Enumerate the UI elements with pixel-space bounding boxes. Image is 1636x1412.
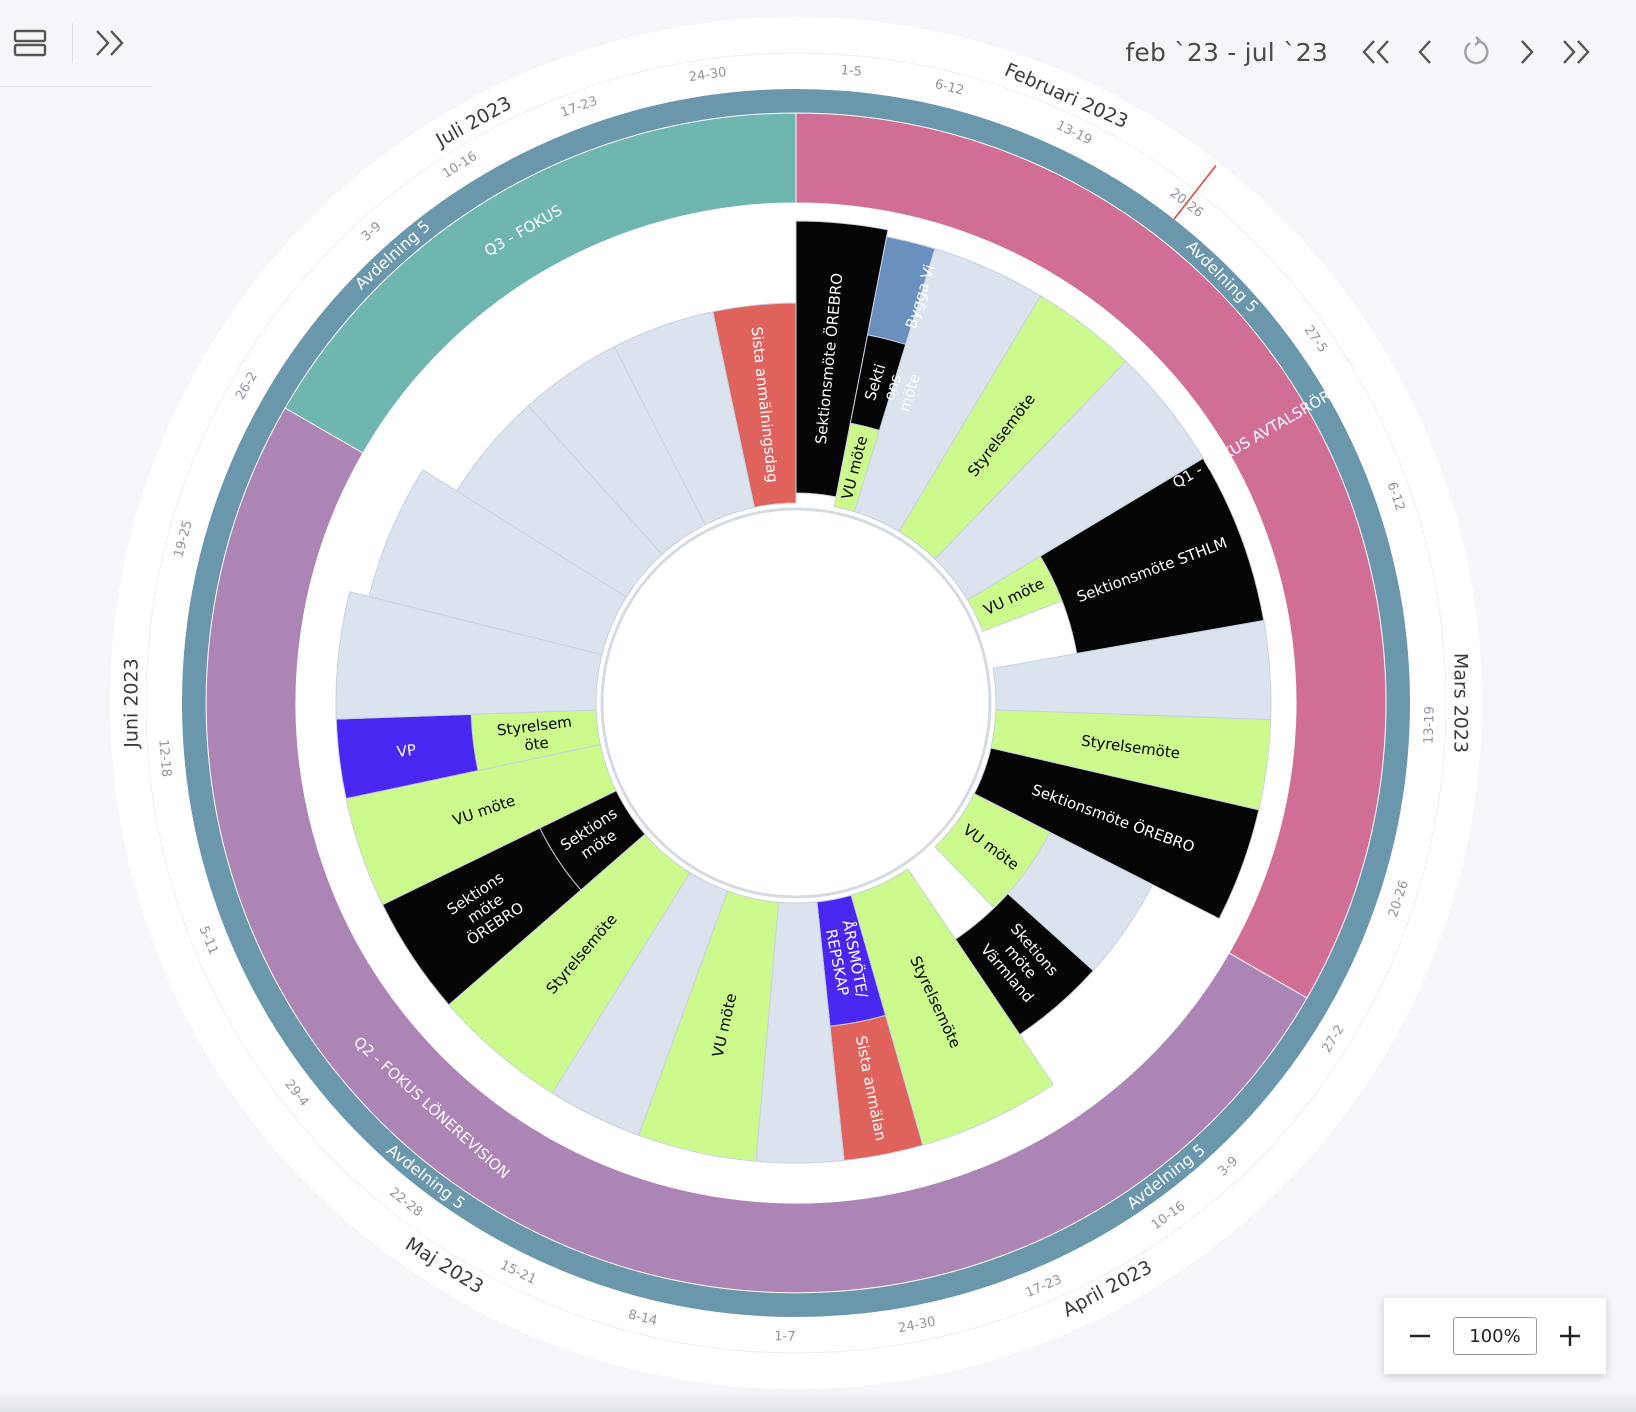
wheel-center	[600, 507, 992, 899]
reset-icon	[1464, 36, 1489, 65]
activity-block[interactable]	[795, 220, 889, 498]
previous-period-button[interactable]	[1404, 30, 1448, 74]
week-label: 1-7	[774, 1329, 795, 1344]
plus-icon	[1560, 1326, 1580, 1346]
zoom-out-button[interactable]	[1402, 1318, 1438, 1354]
chevron-right-icon	[1521, 40, 1534, 64]
week-label: 12-18	[155, 739, 173, 778]
next-period-button[interactable]	[1504, 30, 1548, 74]
week-label: 1-5	[840, 63, 862, 80]
month-label: Juni 2023	[121, 658, 143, 748]
date-navigation: feb `23 - jul `23	[1125, 28, 1598, 76]
expand-panel-icon	[96, 30, 124, 56]
chevron-left-icon	[1418, 40, 1431, 64]
previous-period-fast-button[interactable]	[1354, 30, 1398, 74]
week-label: 6-12	[933, 77, 965, 99]
empty-slot[interactable]	[335, 591, 603, 720]
week-label: 24-30	[688, 65, 728, 85]
department-band-ring	[182, 89, 1410, 1317]
date-range-label: feb `23 - jul `23	[1125, 37, 1328, 67]
bottom-shade	[0, 1390, 1636, 1412]
zoom-control	[1384, 1298, 1606, 1374]
double-chevron-right-icon	[1563, 40, 1590, 64]
activity-label: VP	[396, 741, 417, 761]
reset-period-button[interactable]	[1454, 30, 1498, 74]
quarter-ring	[206, 112, 1387, 1293]
center-circle	[600, 507, 992, 899]
left-toolbar	[0, 0, 152, 87]
department-band	[182, 89, 1410, 1317]
quarter-sector[interactable]	[795, 112, 1387, 999]
double-chevron-left-icon	[1362, 40, 1389, 64]
week-label: 8-14	[626, 1307, 658, 1329]
quarter-sector[interactable]	[206, 408, 1307, 1293]
quarter-sector[interactable]	[284, 112, 797, 454]
zoom-input[interactable]	[1453, 1317, 1537, 1355]
toolbar-divider	[72, 23, 73, 63]
next-period-fast-button[interactable]	[1554, 30, 1598, 74]
expand-panel-button[interactable]	[89, 21, 133, 65]
month-label: Mars 2023	[1450, 653, 1472, 753]
week-label: 24-30	[897, 1314, 937, 1336]
activity-block[interactable]	[973, 747, 1260, 920]
layout-button[interactable]	[8, 21, 52, 65]
week-ring-guide	[145, 52, 1447, 1354]
activity-block[interactable]	[712, 302, 797, 508]
zoom-in-button[interactable]	[1552, 1318, 1588, 1354]
minus-icon	[1410, 1334, 1430, 1338]
empty-slot[interactable]	[368, 469, 628, 656]
activity-ring	[335, 220, 1272, 1164]
activity-block[interactable]	[934, 793, 1051, 909]
layout-icon	[13, 29, 47, 57]
week-label: 13-19	[1421, 706, 1437, 744]
today-marker	[1173, 165, 1217, 220]
